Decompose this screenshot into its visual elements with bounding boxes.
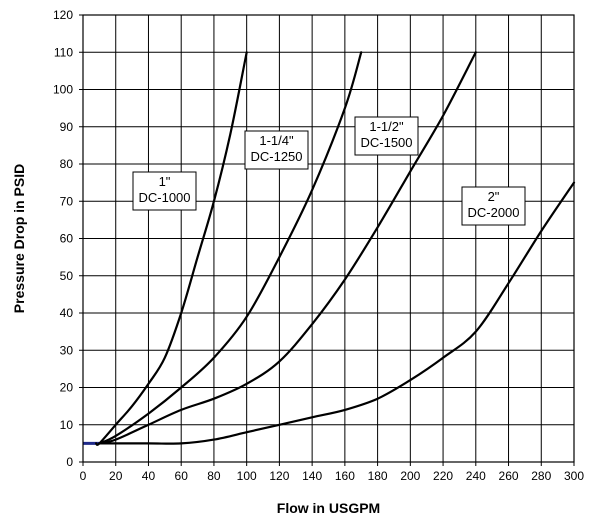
x-tick-label: 200 xyxy=(400,469,420,483)
annotation-label: DC-2000 xyxy=(467,205,519,220)
series-layer xyxy=(95,51,576,446)
y-tick-label: 50 xyxy=(60,269,74,283)
y-tick-label: 80 xyxy=(60,157,74,171)
annotation-label: 1" xyxy=(159,174,171,189)
annotation-box xyxy=(354,116,419,156)
x-tick-label: 140 xyxy=(302,469,322,483)
y-tick-label: 60 xyxy=(60,232,74,246)
x-tick-label: 240 xyxy=(466,469,486,483)
annotation-label: DC-1250 xyxy=(250,149,302,164)
annotation-box xyxy=(244,130,309,170)
annotation-box xyxy=(132,171,197,211)
y-tick-label: 110 xyxy=(54,45,73,59)
x-tick-label: 0 xyxy=(80,469,87,483)
x-tick-label: 300 xyxy=(564,469,584,483)
x-tick-label: 280 xyxy=(531,469,551,483)
x-tick-label: 120 xyxy=(269,469,289,483)
y-tick-label: 120 xyxy=(53,8,73,22)
series-line-dc-1250 xyxy=(98,51,363,445)
annotation-box xyxy=(461,186,526,226)
y-tick-label: 40 xyxy=(60,306,74,320)
y-tick-label: 70 xyxy=(60,194,74,208)
annotation-label: 2" xyxy=(488,189,500,204)
y-tick-label: 0 xyxy=(66,455,73,469)
y-tick-label: 30 xyxy=(60,343,74,357)
x-tick-label: 160 xyxy=(335,469,355,483)
y-tick-label: 10 xyxy=(60,418,74,432)
y-axis-ticks: 0 10 20 30 40 50 60 70 80 90 100 110 120 xyxy=(53,8,83,469)
series-line-dc-2000 xyxy=(98,181,576,445)
series-line-dc-1000 xyxy=(95,51,248,446)
x-axis-ticks: 0 20 40 60 80 100 120 140 160 180 200 220 240 260 280 3… xyxy=(80,462,584,483)
x-tick-label: 80 xyxy=(207,469,221,483)
y-tick-label: 20 xyxy=(60,381,74,395)
x-tick-label: 20 xyxy=(109,469,123,483)
annotation-label: DC-1000 xyxy=(138,190,190,205)
annotation-dc-1250: 1-1/4"DC-1250 xyxy=(244,130,309,170)
x-tick-label: 220 xyxy=(433,469,453,483)
x-tick-label: 180 xyxy=(368,469,388,483)
grid-lines xyxy=(83,15,574,462)
x-tick-label: 40 xyxy=(142,469,156,483)
series-line-dc-1500 xyxy=(98,51,477,445)
annotation-label: DC-1500 xyxy=(360,135,412,150)
x-tick-label: 100 xyxy=(237,469,257,483)
annotation-dc-1500: 1-1/2"DC-1500 xyxy=(354,116,419,156)
x-axis-title: Flow in USGPM xyxy=(277,500,380,516)
y-axis-title: Pressure Drop in PSID xyxy=(11,164,27,313)
annotation-label: 1-1/2" xyxy=(369,119,404,134)
x-tick-label: 260 xyxy=(499,469,519,483)
y-tick-label: 90 xyxy=(60,120,74,134)
annotation-dc-1000: 1"DC-1000 xyxy=(132,171,197,211)
annotation-label: 1-1/4" xyxy=(259,133,294,148)
y-tick-label: 100 xyxy=(53,83,73,97)
annotation-dc-2000: 2"DC-2000 xyxy=(461,186,526,226)
series-annotations: 1"DC-10001-1/4"DC-12501-1/2"DC-15002"DC-… xyxy=(132,116,526,226)
x-tick-label: 60 xyxy=(175,469,189,483)
